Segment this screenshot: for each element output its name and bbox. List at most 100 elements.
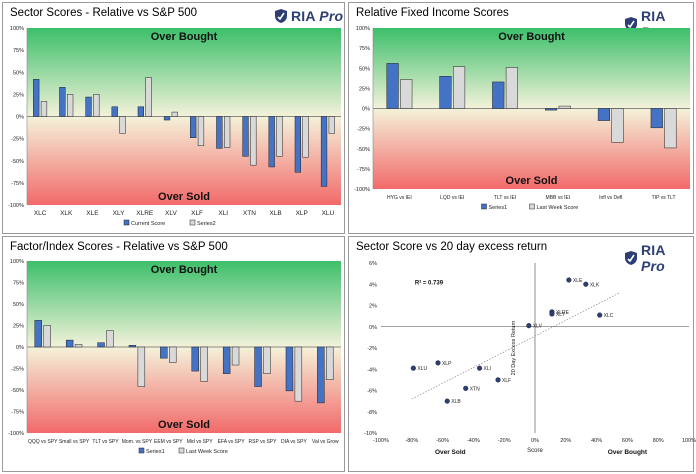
bar — [328, 116, 335, 134]
y-axis-title: 20 Day Excess Return — [511, 321, 517, 376]
bar — [302, 116, 309, 158]
x-tick-label: -100% — [373, 438, 389, 444]
x-tick-label: XTN — [243, 210, 256, 217]
x-tick-label: XLV — [165, 210, 177, 217]
point-label: XLU — [417, 366, 427, 372]
bar — [492, 81, 505, 109]
bar — [128, 345, 137, 348]
legend-swatch — [481, 203, 487, 210]
x-tick-label: LQD vs IEI — [440, 195, 464, 201]
logo-text: RIA Pro — [291, 8, 344, 24]
y-tick-label: -75% — [11, 181, 24, 187]
y-tick-label: 50% — [359, 66, 370, 72]
point-label: XLE — [573, 278, 583, 284]
legend-label: Series1 — [489, 205, 508, 211]
x-tick-label: XLF — [191, 210, 203, 217]
ria-pro-logo: RIA Pro — [273, 8, 343, 24]
y-tick-label: 50% — [13, 70, 24, 76]
bar — [65, 339, 74, 348]
point-label: XLP — [442, 361, 452, 367]
bar — [294, 346, 303, 402]
bar — [294, 116, 302, 173]
bar — [169, 346, 177, 363]
y-tick-label: -50% — [11, 159, 24, 165]
bar — [545, 108, 558, 111]
x-tick-label: -60% — [436, 438, 449, 444]
panel-title: Sector Score vs 20 day excess return — [356, 241, 548, 253]
x-tick-label: XLY — [113, 210, 125, 217]
legend-swatch — [189, 219, 196, 226]
x-tick-label: Val vs Grow — [312, 439, 339, 445]
bar — [263, 346, 271, 374]
y-tick-label: 2% — [369, 304, 377, 310]
x-tick-label: HYG vs IEI — [387, 195, 412, 201]
bar — [163, 116, 171, 121]
scatter-point — [444, 398, 450, 404]
bar — [268, 116, 275, 168]
x-tick-label: QQQ vs SPY — [28, 439, 58, 445]
y-tick-label: -75% — [11, 410, 24, 416]
y-tick-label: 0% — [16, 345, 24, 351]
ria-shield-icon — [625, 251, 637, 265]
y-tick-label: -4% — [367, 367, 377, 373]
point-label: XLY — [556, 312, 566, 318]
x-tick-label: XLC — [34, 210, 47, 217]
point-label: XTN — [470, 386, 480, 392]
y-tick-label: -50% — [11, 388, 24, 394]
bar — [326, 346, 334, 380]
y-tick-label: -10% — [364, 431, 377, 437]
y-tick-label: 75% — [13, 281, 24, 287]
sector-scores-chart: 100% 75% 50% 25% 0% -25% -50% -75% -100% XLC XLK XL… — [8, 26, 341, 227]
y-tick-label: 6% — [369, 261, 377, 267]
y-tick-label: -100% — [8, 431, 24, 437]
point-label: XLI — [484, 366, 492, 372]
point-label: XLC — [604, 313, 614, 319]
y-tick-label: 0% — [362, 107, 370, 113]
y-tick-label: -6% — [367, 389, 377, 395]
bar — [250, 116, 257, 166]
over-bought-label: Over Bought — [151, 264, 218, 276]
x-tick-label: TIP vs TLT — [652, 195, 676, 201]
x-tick-label: -80% — [405, 438, 418, 444]
x-tick-label: EFA vs SPY — [218, 439, 246, 445]
y-tick-label: 4% — [369, 282, 377, 288]
point-label: XLB — [451, 399, 461, 405]
bar — [400, 79, 413, 109]
scatter-point — [566, 277, 572, 283]
y-tick-label: -50% — [357, 147, 370, 153]
bar — [74, 344, 83, 348]
scatter-point — [435, 360, 441, 366]
y-tick-label: 25% — [359, 86, 370, 92]
scatter-point — [526, 323, 532, 329]
bar — [59, 87, 66, 117]
x-tick-label: 0% — [531, 438, 539, 444]
bar — [505, 67, 518, 109]
x-tick-label: XLI — [218, 210, 228, 217]
ria-shield-icon — [275, 9, 287, 23]
legend-swatch — [138, 447, 145, 454]
y-tick-label: -25% — [357, 127, 370, 133]
panel-title: Relative Fixed Income Scores — [356, 7, 509, 19]
x-tick-label: TLT vs IEI — [494, 195, 516, 201]
bar — [137, 346, 146, 387]
bar — [97, 342, 105, 348]
y-tick-label: 75% — [13, 48, 24, 54]
y-tick-label: -100% — [354, 187, 370, 193]
x-tick-label: -40% — [467, 438, 480, 444]
legend-label: Last Week Score — [537, 205, 579, 211]
bar — [191, 346, 199, 372]
x-tick-label: XLK — [60, 210, 73, 217]
fixed-income-panel: Relative Fixed Income Scores RIA Pro 100… — [348, 2, 694, 234]
bar — [222, 346, 231, 374]
panel-title: Factor/Index Scores - Relative vs S&P 50… — [10, 241, 228, 253]
legend-swatch — [529, 203, 535, 210]
scatter-point — [410, 365, 416, 371]
bar — [216, 116, 223, 149]
over-sold-label: Over Sold — [435, 449, 466, 456]
bar — [137, 106, 144, 117]
bar — [145, 77, 152, 117]
panel-title: Sector Scores - Relative vs S&P 500 — [10, 7, 198, 19]
sector-score-scatter: -100% -80% -60% -40% -20% 0% 20% 40% 60% 80% 100% 6… — [364, 261, 696, 456]
bar — [276, 116, 283, 157]
x-tick-label: -20% — [498, 438, 511, 444]
